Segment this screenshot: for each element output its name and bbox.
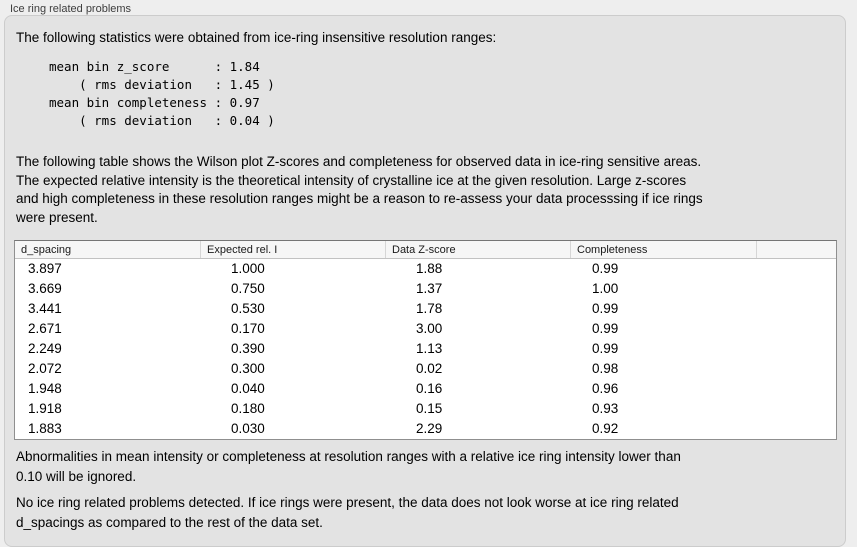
cell-expected-rel-i: 1.000	[231, 261, 265, 276]
cell-d-spacing: 2.072	[28, 361, 62, 376]
cell-d-spacing: 2.671	[28, 321, 62, 336]
cell-completeness: 0.99	[592, 321, 619, 336]
column-header-completeness[interactable]: Completeness	[571, 241, 757, 258]
table-row[interactable]: 1.918 0.180 0.15 0.93	[15, 399, 836, 419]
cell-data-z-score: 1.78	[416, 301, 443, 316]
cell-filler	[757, 299, 836, 319]
cell-filler	[757, 279, 836, 299]
table-intro-text: The following table shows the Wilson plo…	[16, 154, 703, 225]
table-row[interactable]: 2.072 0.300 0.02 0.98	[15, 359, 836, 379]
table-row[interactable]: 1.883 0.030 2.29 0.92	[15, 419, 836, 439]
cell-data-z-score: 2.29	[416, 421, 443, 436]
cell-d-spacing: 3.897	[28, 261, 62, 276]
table-header-row: d_spacing Expected rel. I Data Z-score C…	[15, 241, 836, 259]
cell-data-z-score: 0.15	[416, 401, 443, 416]
cell-filler	[757, 259, 836, 279]
cell-filler	[757, 339, 836, 359]
cell-expected-rel-i: 0.170	[231, 321, 265, 336]
cell-expected-rel-i: 0.030	[231, 421, 265, 436]
conclusion-text: No ice ring related problems detected. I…	[16, 495, 679, 530]
cell-data-z-score: 1.37	[416, 281, 443, 296]
cell-filler	[757, 379, 836, 399]
cell-d-spacing: 1.948	[28, 381, 62, 396]
stats-intro-text: The following statistics were obtained f…	[16, 30, 497, 45]
table-row[interactable]: 3.669 0.750 1.37 1.00	[15, 279, 836, 299]
cell-d-spacing: 1.918	[28, 401, 62, 416]
column-header-d-spacing[interactable]: d_spacing	[15, 241, 201, 258]
cell-data-z-score: 0.16	[416, 381, 443, 396]
cell-completeness: 0.99	[592, 341, 619, 356]
cell-filler	[757, 419, 836, 439]
cell-completeness: 0.92	[592, 421, 619, 436]
stats-values-block: mean bin z_score : 1.84 ( rms deviation …	[49, 59, 275, 128]
cell-expected-rel-i: 0.390	[231, 341, 265, 356]
cell-d-spacing: 1.883	[28, 421, 62, 436]
cell-expected-rel-i: 0.530	[231, 301, 265, 316]
cell-completeness: 0.96	[592, 381, 619, 396]
cell-data-z-score: 1.88	[416, 261, 443, 276]
table-row[interactable]: 3.897 1.000 1.88 0.99	[15, 259, 836, 279]
table-row[interactable]: 1.948 0.040 0.16 0.96	[15, 379, 836, 399]
group-box-label: Ice ring related problems	[10, 3, 132, 15]
column-header-expected-rel-i[interactable]: Expected rel. I	[201, 241, 386, 258]
cell-filler	[757, 359, 836, 379]
ignore-note-text: Abnormalities in mean intensity or compl…	[16, 449, 681, 484]
cell-completeness: 0.98	[592, 361, 619, 376]
cell-completeness: 0.93	[592, 401, 619, 416]
table-row[interactable]: 2.671 0.170 3.00 0.99	[15, 319, 836, 339]
cell-expected-rel-i: 0.180	[231, 401, 265, 416]
ice-ring-table: d_spacing Expected rel. I Data Z-score C…	[14, 240, 837, 440]
cell-data-z-score: 1.13	[416, 341, 443, 356]
cell-data-z-score: 3.00	[416, 321, 443, 336]
table-row[interactable]: 3.441 0.530 1.78 0.99	[15, 299, 836, 319]
cell-filler	[757, 399, 836, 419]
cell-expected-rel-i: 0.750	[231, 281, 265, 296]
cell-completeness: 1.00	[592, 281, 619, 296]
column-header-data-z-score[interactable]: Data Z-score	[386, 241, 571, 258]
cell-d-spacing: 3.669	[28, 281, 62, 296]
cell-d-spacing: 2.249	[28, 341, 62, 356]
cell-expected-rel-i: 0.300	[231, 361, 265, 376]
cell-data-z-score: 0.02	[416, 361, 443, 376]
column-header-filler	[757, 241, 836, 258]
ice-ring-panel: The following statistics were obtained f…	[4, 15, 846, 547]
cell-filler	[757, 319, 836, 339]
cell-completeness: 0.99	[592, 301, 619, 316]
cell-d-spacing: 3.441	[28, 301, 62, 316]
table-row[interactable]: 2.249 0.390 1.13 0.99	[15, 339, 836, 359]
cell-completeness: 0.99	[592, 261, 619, 276]
cell-expected-rel-i: 0.040	[231, 381, 265, 396]
